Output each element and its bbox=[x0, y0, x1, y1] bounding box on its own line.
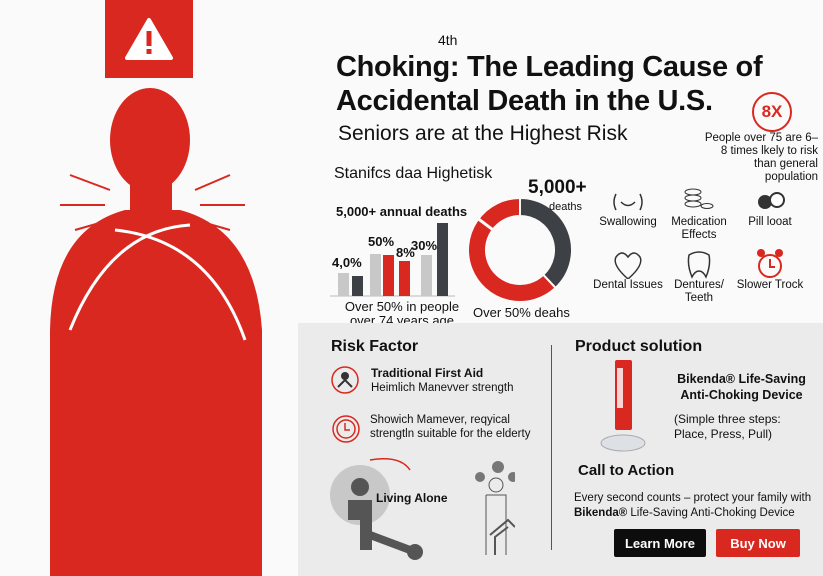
buy-now-button[interactable]: Buy Now bbox=[716, 529, 800, 557]
alarm-clock-icon bbox=[757, 249, 783, 278]
heart-icon bbox=[614, 252, 642, 279]
cta-heading: Call to Action bbox=[578, 462, 675, 479]
anti-choking-device-image bbox=[600, 360, 646, 452]
bar bbox=[352, 276, 363, 296]
risk-factor-heading: Risk Factor bbox=[331, 338, 419, 355]
donut-slice bbox=[467, 196, 558, 303]
cta-text-line2: Life-Saving Anti-Choking Device bbox=[627, 507, 795, 519]
stats-heading: Stanifcs daa Highetisk bbox=[334, 165, 493, 182]
bar-label: 50% bbox=[368, 234, 395, 249]
risk-factor-label: Medication Effects bbox=[671, 216, 727, 241]
product-heading: Product solution bbox=[575, 338, 703, 355]
title-line-1: Choking: The Leading Cause of bbox=[336, 51, 763, 83]
learn-more-button[interactable]: Learn More bbox=[614, 529, 706, 557]
bar-label: 4,0% bbox=[332, 255, 362, 270]
living-alone-illustration bbox=[330, 458, 515, 560]
tooth-icon bbox=[687, 251, 711, 279]
cta-text-line1: Every second counts – protect your famil… bbox=[574, 492, 812, 504]
annual-deaths-label: 5,000+ annual deaths bbox=[336, 204, 468, 219]
risk-factor-item: Swallowing bbox=[588, 182, 668, 229]
title-superscript: 4th bbox=[438, 32, 458, 48]
product-name: Bikenda® Life-Saving Anti-Choking Device bbox=[677, 372, 806, 402]
donut-small-label: deaths bbox=[549, 201, 583, 213]
bar bbox=[383, 255, 394, 296]
risk-factor-label: Dentures/ Teeth bbox=[674, 279, 724, 304]
risk-factor-label: Dental Issues bbox=[593, 279, 663, 291]
risk-factor-item: Dental Issues bbox=[588, 245, 668, 292]
bar bbox=[370, 254, 381, 296]
risk-factor-item: Medication Effects bbox=[659, 182, 739, 242]
clock-icon bbox=[332, 415, 360, 443]
product-steps: (Simple three steps: Place, Press, Pull) bbox=[674, 412, 781, 441]
risk-factor-label: Pill looat bbox=[748, 216, 792, 228]
risk-multiplier-badge: 8X bbox=[752, 92, 792, 132]
first-aid-icon bbox=[331, 366, 359, 394]
page-title: Choking: The Leading Cause of Accidental … bbox=[336, 50, 763, 118]
first-aid-text: Heimlich Manevver strength bbox=[371, 382, 514, 394]
risk-factor-item: Pill looat bbox=[730, 182, 810, 229]
coins-icon bbox=[684, 188, 714, 209]
title-line-2: Accidental Death in the U.S. bbox=[336, 85, 713, 117]
risk-factor-label: Swallowing bbox=[599, 216, 657, 228]
donut-gap bbox=[477, 217, 494, 231]
subtitle: Seniors are at the Highest Risk bbox=[338, 122, 628, 145]
bar bbox=[421, 255, 432, 296]
cta-text: Every second counts – protect your famil… bbox=[574, 491, 811, 521]
living-alone-label: Living Alone bbox=[376, 491, 448, 505]
divider bbox=[551, 345, 552, 550]
risk-factor-label: Slower Trock bbox=[736, 279, 804, 291]
cta-brand: Bikenda® bbox=[574, 507, 628, 519]
swallowing-icon bbox=[613, 193, 643, 211]
bar bbox=[437, 223, 448, 296]
warning-icon bbox=[125, 18, 173, 60]
donut-big-value: 5,000+ bbox=[528, 177, 587, 198]
bar-chart bbox=[330, 223, 455, 297]
risk-factor-item: Slower Trock bbox=[730, 245, 810, 292]
donut-caption: Over 50% deahs bbox=[473, 305, 570, 320]
bar bbox=[399, 261, 410, 296]
warning-box bbox=[105, 0, 193, 78]
bar-label: 30% bbox=[411, 238, 438, 253]
pill-icon bbox=[758, 192, 785, 209]
bar-label: 8% bbox=[396, 245, 415, 260]
risk-multiplier-text: People over 75 are 6–8 times lkely to ri… bbox=[704, 132, 818, 183]
choking-person-illustration bbox=[50, 88, 262, 576]
risk-factor-item: Dentures/ Teeth bbox=[659, 245, 739, 305]
bar bbox=[338, 273, 349, 296]
donut-chart bbox=[467, 196, 573, 303]
first-aid-title: Traditional First Aid bbox=[371, 366, 484, 380]
strength-text: Showich Mamever, reqyical strengtln suit… bbox=[370, 414, 531, 440]
